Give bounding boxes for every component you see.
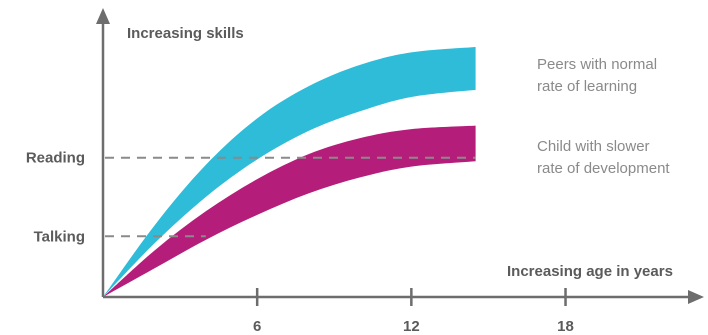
y-axis-label: Increasing skills <box>127 25 244 42</box>
y-axis-arrow <box>96 8 110 24</box>
y-ticks: Reading Talking <box>26 150 85 246</box>
chart-legend: Peers with normal rate of learning Child w… <box>537 56 670 177</box>
x-axis-arrow <box>688 290 704 304</box>
y-tick-label-reading: Reading <box>26 150 85 167</box>
x-tick-label: 18 <box>557 318 574 335</box>
x-ticks: 6 12 18 <box>253 288 574 335</box>
reference-lines <box>105 156 476 238</box>
legend-label-child: Child with slower rate of development <box>537 138 670 177</box>
band-child <box>103 125 476 297</box>
y-tick-label-talking: Talking <box>34 228 85 245</box>
legend-label-peers: Peers with normal rate of learning <box>537 56 657 95</box>
band-peers <box>103 47 476 297</box>
x-axis-label: Increasing age in years <box>507 263 673 280</box>
chart-bands <box>103 47 476 297</box>
x-tick-label: 12 <box>403 318 420 335</box>
x-tick-label: 6 <box>253 318 261 335</box>
chart-axes <box>96 8 704 304</box>
